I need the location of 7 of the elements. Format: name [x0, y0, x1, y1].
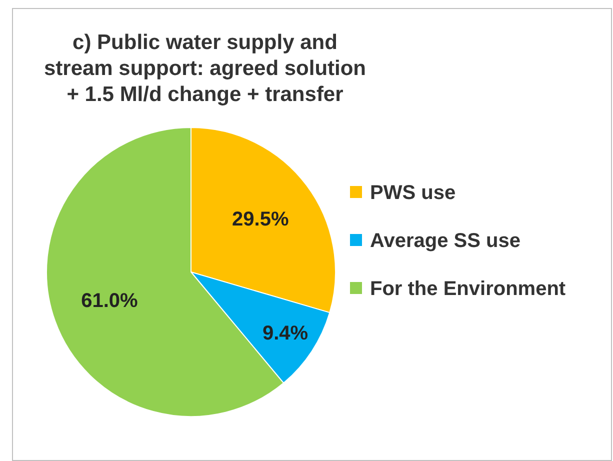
data-label: 9.4% [262, 322, 308, 344]
legend-label: PWS use [370, 181, 457, 206]
data-label: 61.0% [81, 290, 138, 312]
legend-label: For the Environment [370, 277, 567, 302]
data-label: 29.5% [232, 208, 289, 231]
legend-label: Average SS use [370, 229, 522, 254]
chart-title: c) Public water supply and stream support: agreed solution + 1.5 Ml/d change + transfer [42, 30, 368, 108]
